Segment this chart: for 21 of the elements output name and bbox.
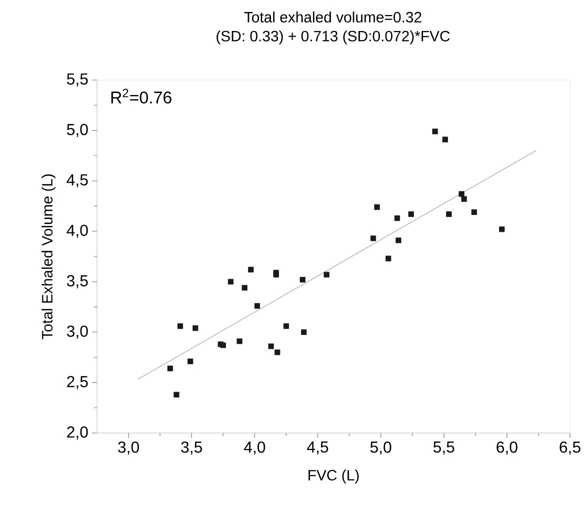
y-tick-label: 2,5 bbox=[67, 376, 88, 390]
x-tick-label: 6,0 bbox=[496, 442, 518, 455]
x-tick-label: 3,5 bbox=[181, 442, 202, 455]
x-tick-label: 4,5 bbox=[307, 442, 328, 455]
chart-subtitle: (SD: 0.33) + 0.713 (SD:0.072)*FVC bbox=[216, 30, 450, 44]
y-tick-label: 2,0 bbox=[67, 426, 88, 440]
x-axis-title: FVC (L) bbox=[308, 470, 359, 484]
x-tick-label: 4,0 bbox=[244, 442, 266, 455]
y-axis-title: Total Exhaled Volume (L) bbox=[42, 174, 56, 340]
y-tick-label: 4,0 bbox=[66, 224, 88, 238]
y-tick-label: 5,0 bbox=[66, 124, 88, 138]
y-tick-label: 3,0 bbox=[66, 326, 88, 339]
chart-title: Total exhaled volume=0.32 bbox=[244, 12, 422, 22]
annotation: R$^{2}$=0.76 bbox=[111, 88, 172, 104]
y-tick-label: 4,5 bbox=[66, 174, 88, 188]
x-tick-label: 6,5 bbox=[560, 442, 580, 455]
y-tick-label: 5,5 bbox=[66, 73, 88, 86]
x-tick-label: 3,0 bbox=[118, 442, 139, 455]
y-tick-label: 3,5 bbox=[66, 275, 88, 288]
x-tick-label: 5,5 bbox=[433, 442, 454, 455]
x-tick-label: 5,0 bbox=[370, 442, 392, 455]
